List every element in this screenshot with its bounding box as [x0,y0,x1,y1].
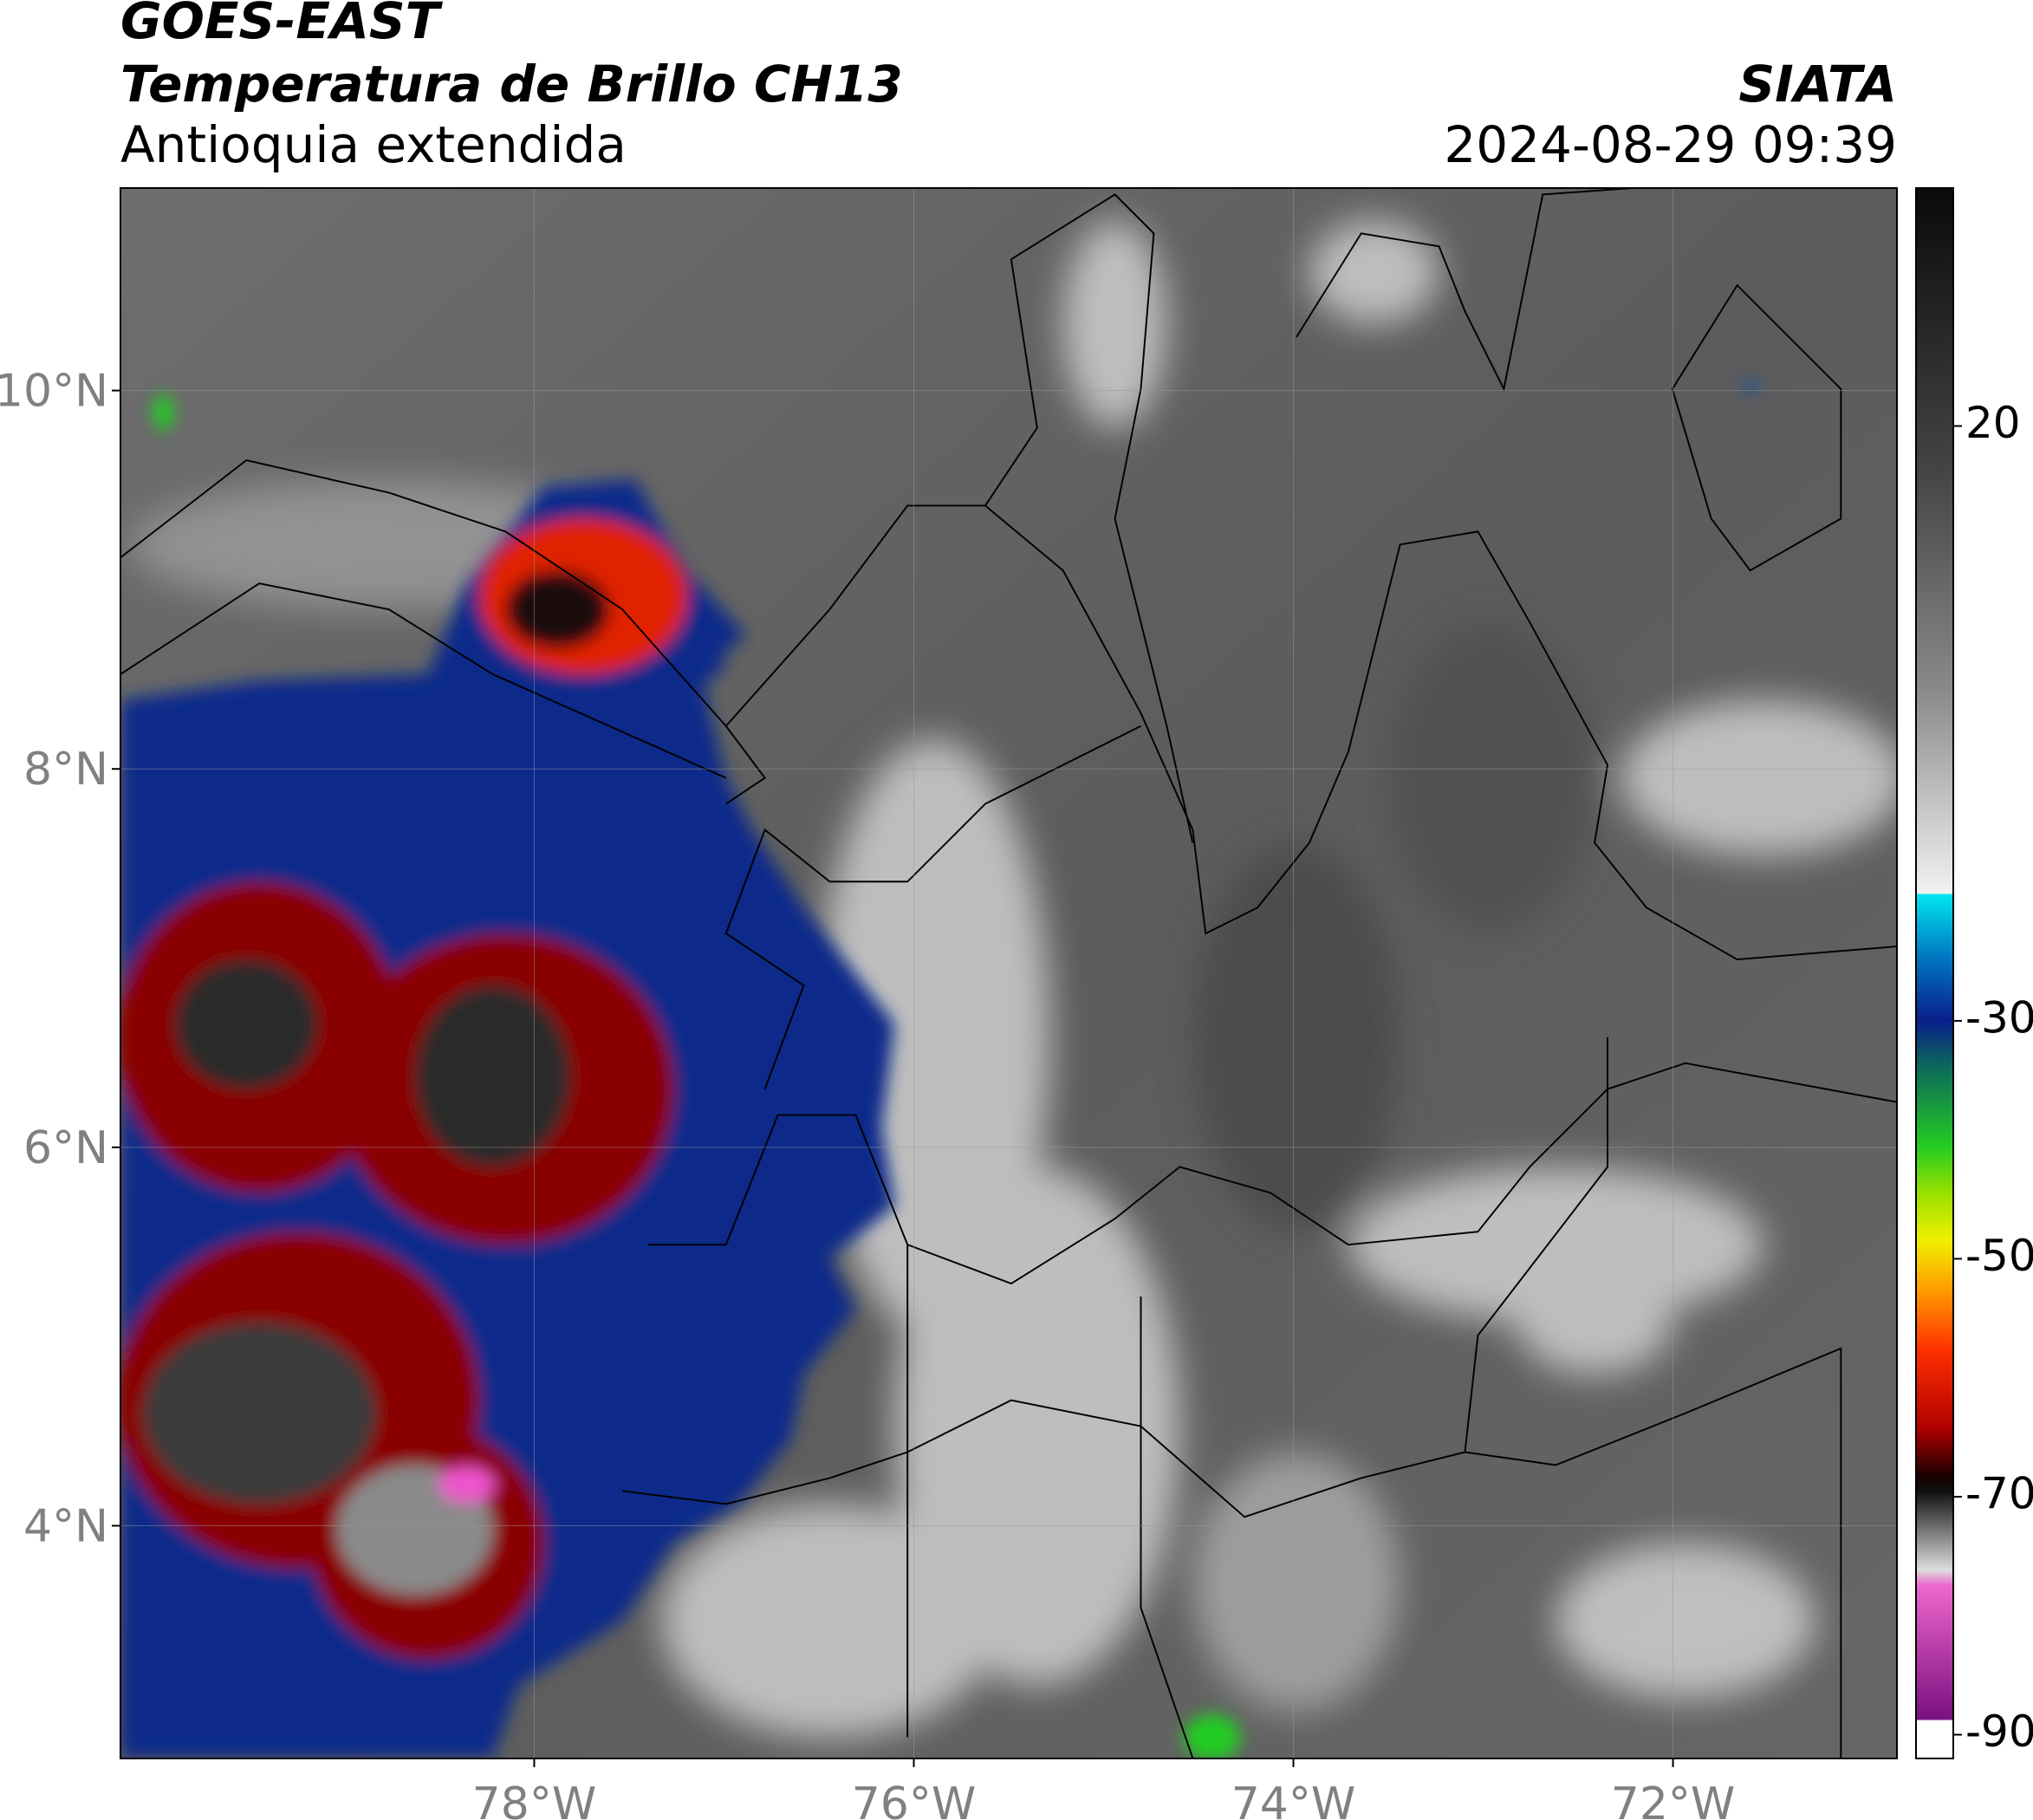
grid [120,188,1897,1758]
timestamp: 2024-08-29 09:39 [1444,115,1897,174]
source: SIATA [1738,55,1897,114]
map-frame [120,187,1898,1759]
x-tick-label: 72°W [1611,1778,1736,1820]
x-tick-label: 78°W [472,1778,597,1820]
colorbar-tick-label: -50 [1965,1231,2033,1281]
x-tick-label: 76°W [852,1778,977,1820]
colorbar-tick-label: -30 [1965,992,2033,1043]
y-tick-label: 4°N [23,1500,108,1552]
colorbar-tick-label: 20 [1965,398,2021,448]
colorbar [1915,187,1954,1759]
y-tick-label: 10°N [0,366,108,418]
x-tick-label: 74°W [1231,1778,1356,1820]
y-tick-label: 8°N [23,744,108,796]
y-tick-label: 6°N [23,1122,108,1174]
subtitle: Temperatura de Brillo CH13 [120,55,903,114]
colorbar-tick-label: -70 [1965,1469,2033,1519]
region: Antioquia extendida [120,115,627,174]
colorbar-tick-label: -90 [1965,1706,2033,1757]
satellite-image [120,188,1897,1758]
title: GOES-EAST [120,0,444,50]
